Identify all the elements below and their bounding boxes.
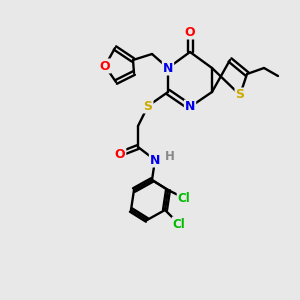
Text: O: O xyxy=(185,26,195,38)
Text: N: N xyxy=(163,61,173,74)
Text: N: N xyxy=(185,100,195,113)
Text: S: S xyxy=(236,88,244,101)
Text: O: O xyxy=(115,148,125,160)
Text: Cl: Cl xyxy=(178,191,190,205)
Text: S: S xyxy=(143,100,152,112)
Text: Cl: Cl xyxy=(172,218,185,230)
Text: H: H xyxy=(165,151,175,164)
Text: O: O xyxy=(100,59,110,73)
Text: N: N xyxy=(150,154,160,166)
